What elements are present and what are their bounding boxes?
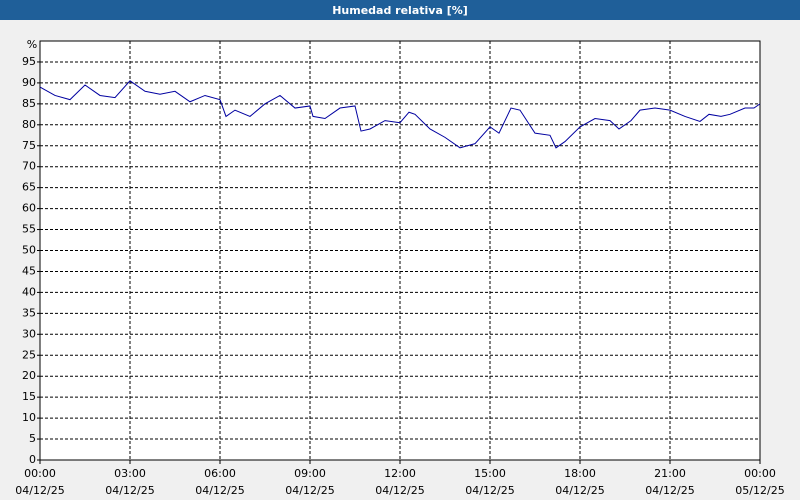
y-tick-label: 5 xyxy=(29,432,36,445)
y-tick-label: 0 xyxy=(29,453,36,466)
y-tick-label: 90 xyxy=(22,76,36,89)
chart-title: Humedad relativa [%] xyxy=(332,4,468,17)
x-tick-date: 04/12/25 xyxy=(105,484,154,497)
x-tick-label: 06:00 xyxy=(204,467,236,480)
y-tick-label: 35 xyxy=(22,306,36,319)
x-tick-label: 12:00 xyxy=(384,467,416,480)
x-tick-label: 15:00 xyxy=(474,467,506,480)
y-tick-label: 50 xyxy=(22,244,36,257)
y-tick-label: 70 xyxy=(22,160,36,173)
title-bar xyxy=(0,0,800,20)
x-tick-date: 04/12/25 xyxy=(195,484,244,497)
x-tick-label: 18:00 xyxy=(564,467,596,480)
x-tick-date: 05/12/25 xyxy=(735,484,784,497)
y-tick-label: 80 xyxy=(22,118,36,131)
x-tick-date: 04/12/25 xyxy=(645,484,694,497)
y-tick-label: 75 xyxy=(22,139,36,152)
y-tick-label: 30 xyxy=(22,327,36,340)
x-tick-date: 04/12/25 xyxy=(555,484,604,497)
x-tick-date: 04/12/25 xyxy=(465,484,514,497)
x-tick-label: 00:00 xyxy=(24,467,56,480)
y-tick-label: 20 xyxy=(22,369,36,382)
y-tick-label: 40 xyxy=(22,285,36,298)
y-tick-label: 45 xyxy=(22,264,36,277)
x-tick-label: 21:00 xyxy=(654,467,686,480)
y-tick-label: 15 xyxy=(22,390,36,403)
y-tick-label: 85 xyxy=(22,97,36,110)
y-tick-label: 10 xyxy=(22,411,36,424)
x-tick-date: 04/12/25 xyxy=(285,484,334,497)
y-tick-label: 95 xyxy=(22,55,36,68)
y-tick-label: 25 xyxy=(22,348,36,361)
x-tick-date: 04/12/25 xyxy=(15,484,64,497)
data-line xyxy=(39,80,761,149)
x-tick-label: 03:00 xyxy=(114,467,146,480)
x-tick-label: 00:00 xyxy=(744,467,776,480)
y-tick-label: 60 xyxy=(22,202,36,215)
x-tick-date: 04/12/25 xyxy=(375,484,424,497)
y-tick-label: 65 xyxy=(22,181,36,194)
y-unit: % xyxy=(27,38,37,51)
x-tick-label: 09:00 xyxy=(294,467,326,480)
y-tick-label: 55 xyxy=(22,223,36,236)
